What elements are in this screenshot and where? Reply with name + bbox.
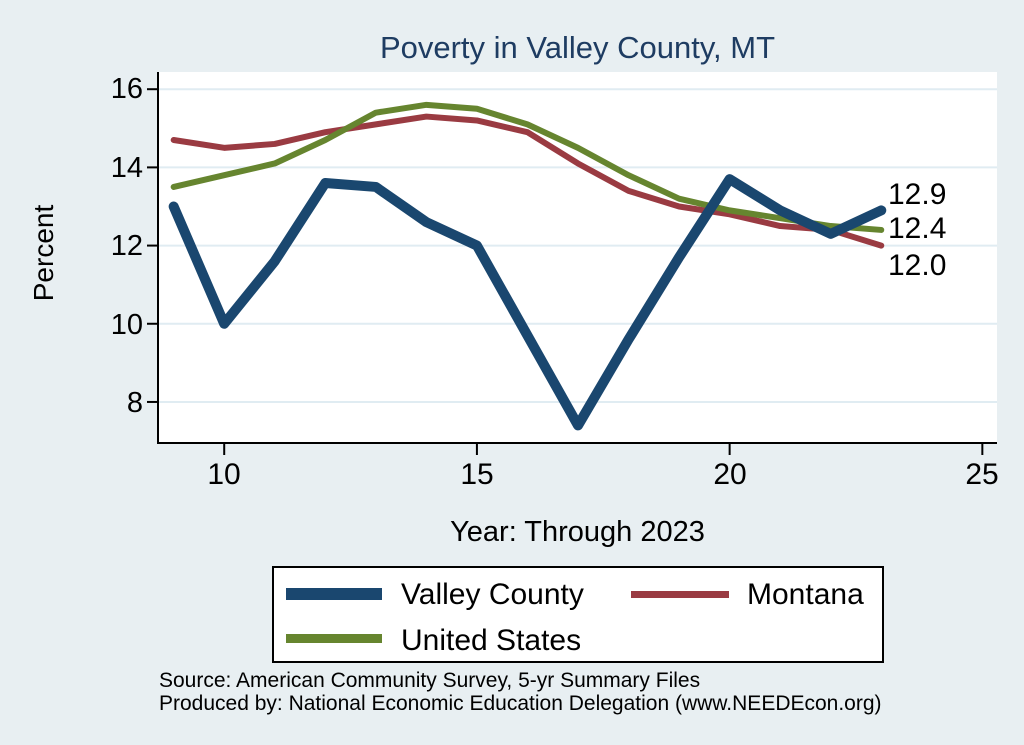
y-tick-label-10: 10 <box>110 309 143 341</box>
legend-label-montana: Montana <box>747 578 864 611</box>
legend-swatch-montana <box>631 591 729 598</box>
x-axis-title: Year: Through 2023 <box>450 516 705 548</box>
x-tick-label-10: 10 <box>207 458 241 491</box>
y-tick-label-12: 12 <box>110 230 143 262</box>
end-label-montana: 12.0 <box>888 249 947 282</box>
series-line-united-states <box>170 101 885 233</box>
legend-swatch-united-states <box>286 634 382 643</box>
series-line-valley-county <box>168 174 887 431</box>
end-label-united-states: 12.4 <box>888 212 947 245</box>
legend-swatch-valley-county <box>286 588 382 600</box>
end-label-valley-county: 12.9 <box>888 178 947 211</box>
legend-label-united-states: United States <box>401 624 582 657</box>
y-tick-label-16: 16 <box>110 73 143 105</box>
y-tick-label-14: 14 <box>110 152 143 184</box>
series-line-montana <box>170 113 885 249</box>
source-line: Source: American Community Survey, 5-yr … <box>159 669 701 692</box>
chart-title: Poverty in Valley County, MT <box>379 30 776 65</box>
x-tick-label-25: 25 <box>965 458 999 491</box>
x-tick-label-15: 15 <box>460 458 494 491</box>
produced-by-line: Produced by: National Economic Education… <box>159 692 882 715</box>
legend-box: Valley County Montana United States <box>272 566 884 663</box>
x-tick-label-20: 20 <box>713 458 747 491</box>
y-axis-title: Percent <box>28 204 59 302</box>
plot-background <box>158 72 997 443</box>
legend-label-valley-county: Valley County <box>401 578 584 611</box>
y-tick-label-8: 8 <box>126 387 143 419</box>
